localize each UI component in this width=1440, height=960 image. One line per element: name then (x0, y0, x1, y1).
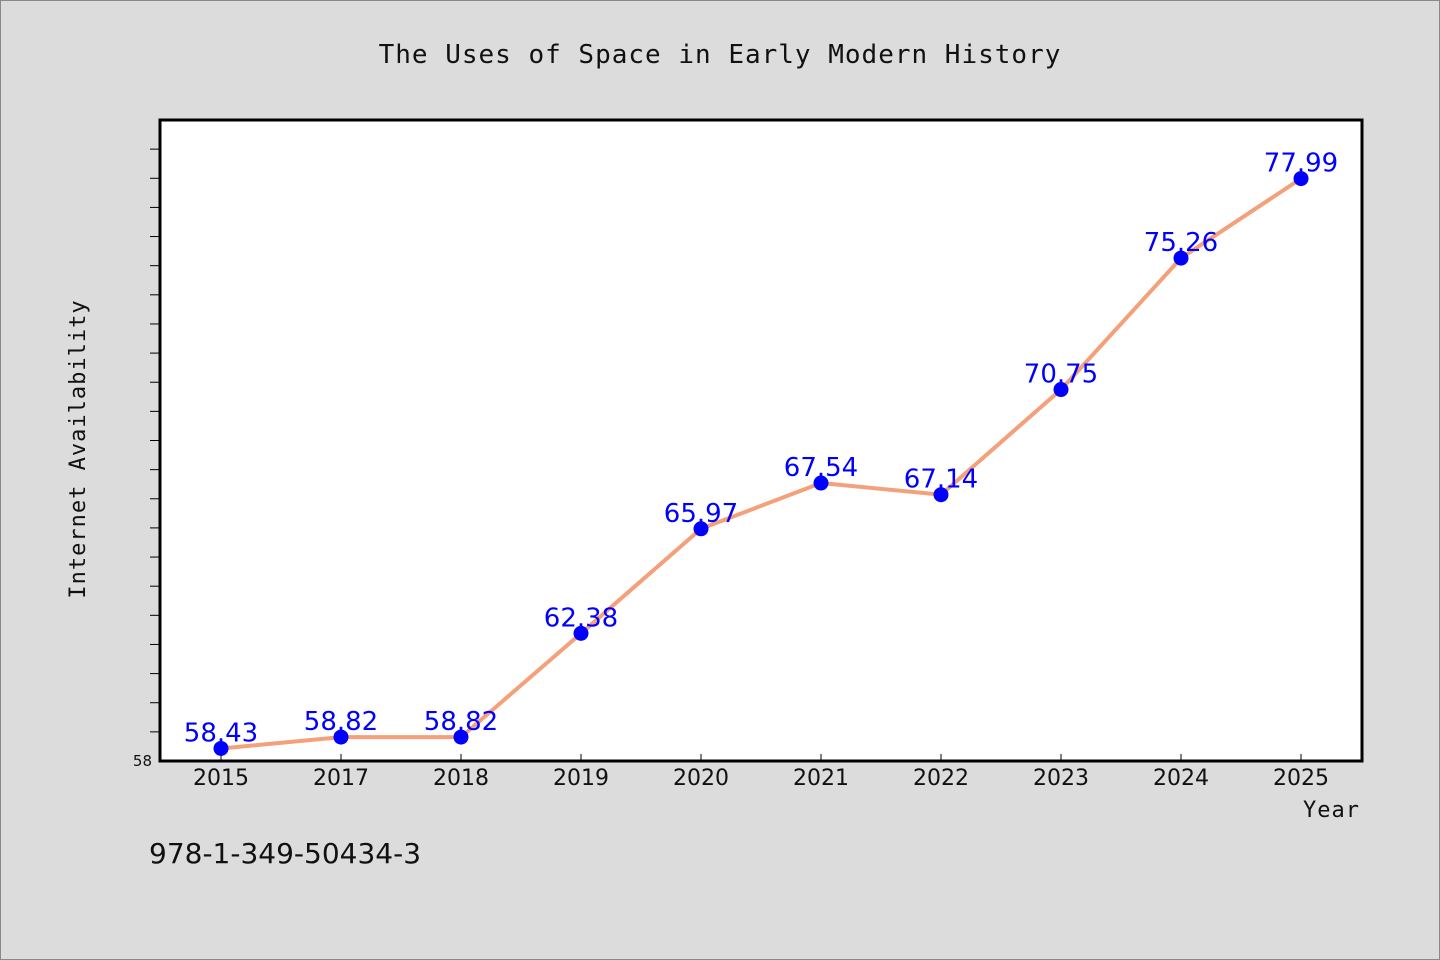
isbn-text: 978-1-349-50434-3 (149, 837, 421, 870)
data-point (933, 487, 949, 503)
x-tick-label: 2017 (313, 766, 369, 791)
plot-area (158, 118, 1364, 763)
data-point (1293, 171, 1309, 187)
data-label: 58.43 (184, 718, 258, 748)
data-label: 58.82 (304, 707, 378, 737)
series-line (219, 176, 1303, 751)
y-axis-label: Internet Availability (66, 299, 91, 598)
data-point (1173, 250, 1189, 266)
y-tick-label-58: 58 (133, 752, 152, 770)
data-label: 75.26 (1144, 228, 1218, 258)
data-label: 62.38 (544, 603, 618, 633)
data-label: 70.75 (1024, 360, 1098, 390)
chart-title: The Uses of Space in Early Modern Histor… (379, 40, 1062, 70)
x-tick-label: 2025 (1273, 766, 1329, 791)
data-point (573, 625, 589, 641)
x-tick-label: 2018 (433, 766, 489, 791)
data-point (1053, 382, 1069, 398)
y-axis-ticks (150, 148, 160, 733)
data-point (693, 521, 709, 537)
data-label: 67.54 (784, 453, 858, 483)
x-tick-label: 2020 (673, 766, 729, 791)
x-tick-label: 2023 (1033, 766, 1089, 791)
data-point (453, 729, 469, 745)
data-label: 65.97 (664, 499, 738, 529)
x-axis-label: Year (1303, 798, 1360, 823)
x-tick-label: 2015 (193, 766, 249, 791)
x-tick-label: 2021 (793, 766, 849, 791)
data-point (213, 740, 229, 756)
data-label: 58.82 (424, 707, 498, 737)
data-label: 67.14 (904, 465, 978, 495)
data-points (213, 171, 1309, 756)
x-tick-label: 2019 (553, 766, 609, 791)
data-label: 77.99 (1264, 149, 1338, 179)
data-labels: 58.43 58.82 58.82 62.38 65.97 67.54 67.14 70.75… (184, 149, 1338, 749)
x-axis: 2015 2017 2018 2019 2020 2021 2022 2023 2024 2025 (193, 754, 1329, 791)
x-tick-label: 2022 (913, 766, 969, 791)
x-tick-label: 2024 (1153, 766, 1209, 791)
data-point (333, 729, 349, 745)
data-point (813, 475, 829, 491)
